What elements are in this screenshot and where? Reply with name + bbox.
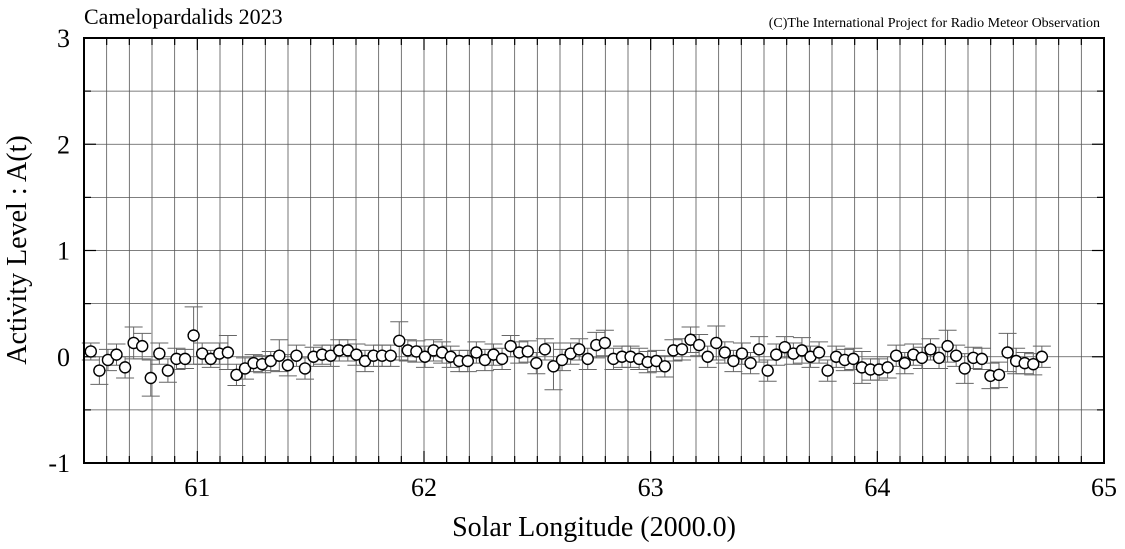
error-bars <box>81 306 1051 397</box>
data-point <box>992 368 1006 382</box>
data-point <box>161 364 175 377</box>
x-tick-label: 65 <box>1091 473 1117 502</box>
data-point <box>384 349 397 362</box>
data-point <box>778 340 792 354</box>
y-tick-label: 1 <box>57 237 70 266</box>
data-point <box>821 364 834 377</box>
data-point <box>290 349 303 362</box>
grid <box>83 37 1105 464</box>
data-point <box>744 356 757 370</box>
data-point <box>93 364 106 377</box>
data-point <box>118 361 132 374</box>
data-point <box>187 329 200 342</box>
data-point <box>350 348 363 361</box>
data-point <box>572 343 586 356</box>
data-point <box>530 356 543 370</box>
chart-credit: (C)The International Project for Radio M… <box>769 16 1100 31</box>
data-point <box>701 350 714 363</box>
data-point <box>795 344 809 357</box>
data-point <box>718 346 732 359</box>
data-point <box>178 352 192 366</box>
data-point <box>298 362 312 375</box>
data-point <box>658 360 672 373</box>
x-tick-label: 62 <box>411 473 437 502</box>
data-point <box>932 351 946 365</box>
data-point <box>735 347 749 360</box>
data-point <box>547 360 560 373</box>
data-point <box>727 354 740 368</box>
data-point <box>153 347 166 360</box>
x-tick-label: 63 <box>638 473 664 502</box>
data-point <box>949 349 963 362</box>
data-point <box>975 352 989 366</box>
data-point <box>710 336 723 350</box>
data-point <box>924 343 937 356</box>
data-point <box>230 368 243 382</box>
data-point <box>889 349 903 362</box>
data-point <box>495 352 509 366</box>
data-point <box>504 339 517 353</box>
data-point <box>958 362 971 375</box>
x-axis-label: Solar Longitude (2000.0) <box>452 512 736 543</box>
plot-frame <box>83 37 1105 464</box>
data-point <box>461 354 474 368</box>
data-point <box>915 351 929 365</box>
data-points <box>84 329 1049 385</box>
data-point <box>221 346 235 359</box>
data-point <box>144 371 157 385</box>
data-point <box>521 345 534 358</box>
data-point <box>136 339 149 353</box>
y-tick-label: 0 <box>57 343 70 372</box>
x-tick-label: 64 <box>864 473 890 502</box>
data-point <box>752 343 766 356</box>
data-point <box>847 352 860 366</box>
data-point <box>812 346 826 359</box>
data-point <box>770 348 783 361</box>
data-point <box>898 356 911 370</box>
x-tick-label: 61 <box>184 473 210 502</box>
data-point <box>1035 350 1049 363</box>
data-point <box>470 346 483 359</box>
y-tick-label: -1 <box>48 449 70 478</box>
data-point <box>110 348 123 361</box>
data-point <box>273 349 286 362</box>
data-point <box>84 345 98 358</box>
tick-labels: 61 62 63 64 65 -1 0 1 2 3 <box>48 24 1117 502</box>
data-point <box>881 361 894 374</box>
data-point <box>281 359 295 372</box>
data-point <box>418 350 432 363</box>
data-point <box>941 339 954 353</box>
y-tick-label: 3 <box>57 24 70 53</box>
data-point <box>692 338 706 352</box>
data-point <box>538 343 552 356</box>
data-point <box>581 352 594 366</box>
data-point <box>675 343 689 356</box>
y-axis-label: Activity Level : A(t) <box>2 135 33 364</box>
data-point <box>598 336 612 350</box>
data-point <box>1027 357 1040 371</box>
y-tick-label: 2 <box>57 130 70 159</box>
data-point <box>555 353 569 367</box>
data-point <box>761 364 774 377</box>
data-point <box>1001 346 1014 359</box>
data-point <box>393 334 406 348</box>
chart-title: Camelopardalids 2023 <box>84 4 283 29</box>
